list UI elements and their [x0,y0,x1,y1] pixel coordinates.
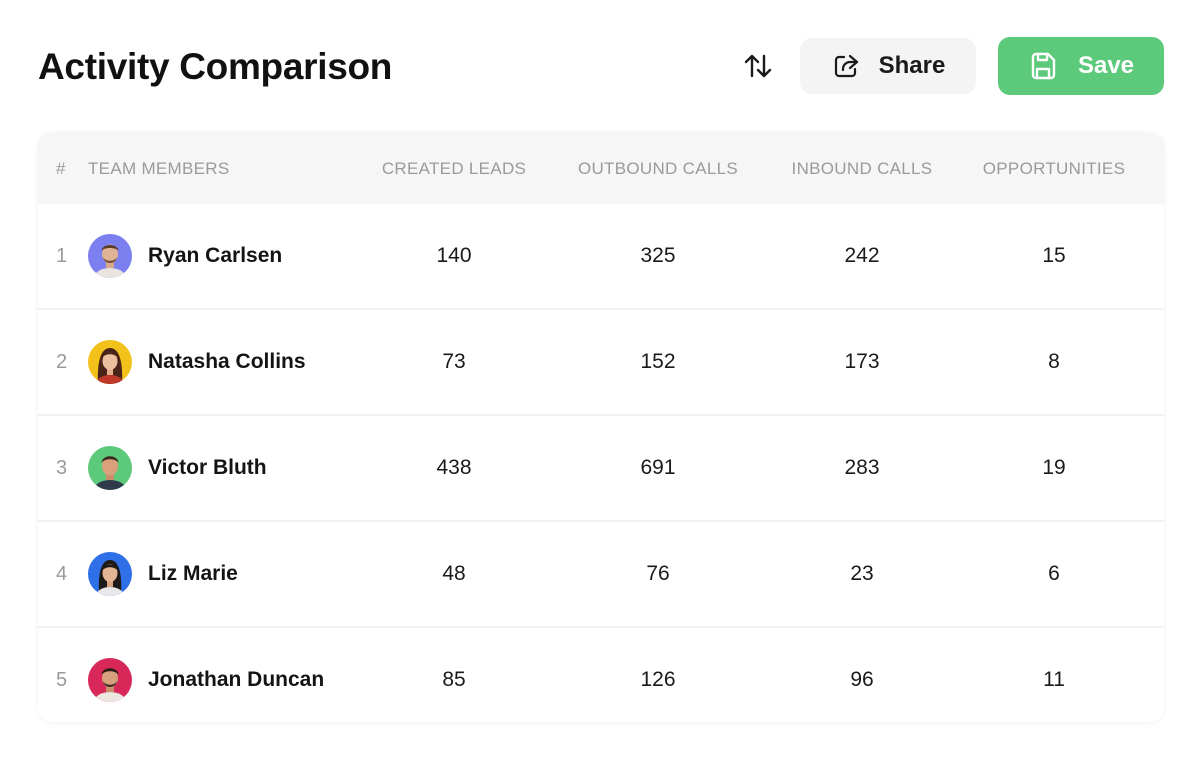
team-member-cell: Natasha Collins [88,310,368,414]
table-body: 1 Ryan Carlsen 140 [38,204,1164,722]
team-member-name: Liz Marie [148,562,238,585]
team-member-cell: Liz Marie [88,522,368,626]
table-row[interactable]: 2 Natasha Collins 73 [38,310,1164,416]
table-row[interactable]: 4 Liz Marie 48 76 [38,522,1164,628]
opportunities-value: 8 [1048,350,1060,373]
share-icon [831,51,861,81]
outbound-calls-value: 691 [640,456,676,479]
outbound-calls-value: 152 [640,350,676,373]
opportunities-value: 6 [1048,562,1060,585]
sort-button[interactable] [738,46,778,86]
avatar [88,234,132,278]
share-button[interactable]: Share [800,38,976,94]
column-header-opportunities[interactable]: OPPORTUNITIES [982,159,1126,178]
inbound-calls-value: 283 [844,456,880,479]
created-leads-value: 140 [436,244,472,267]
team-member-name: Ryan Carlsen [148,244,283,267]
team-member-name: Natasha Collins [148,350,306,373]
team-member-cell: Ryan Carlsen [88,204,368,308]
team-member-name: Victor Bluth [148,456,267,479]
created-leads-value: 73 [442,350,466,373]
column-header-inbound-calls[interactable]: INBOUND CALLS [791,159,933,178]
save-button-label: Save [1077,52,1135,79]
activity-table: # TEAM MEMBERS CREATED LEADS OUTBOUND CA… [38,132,1164,722]
inbound-calls-value: 23 [850,562,874,585]
avatar [88,340,132,384]
save-icon [1028,50,1058,82]
outbound-calls-value: 325 [640,244,676,267]
outbound-calls-value: 126 [640,668,676,691]
team-member-cell: Victor Bluth [88,416,368,520]
table-row[interactable]: 5 Jonathan Duncan 85 [38,628,1164,722]
row-rank: 4 [56,562,68,585]
opportunities-value: 15 [1042,244,1066,267]
sort-arrows-icon [742,52,774,80]
avatar [88,552,132,596]
share-button-label: Share [878,52,946,79]
row-rank: 1 [56,244,68,267]
created-leads-value: 48 [442,562,466,585]
row-rank: 2 [56,350,68,373]
row-rank: 3 [56,456,68,479]
column-header-outbound-calls[interactable]: OUTBOUND CALLS [577,159,739,178]
page-title: Activity Comparison [38,46,393,87]
avatar [88,658,132,702]
table-row[interactable]: 3 Victor Bluth 438 691 28 [38,416,1164,522]
column-header-team-members[interactable]: TEAM MEMBERS [88,159,230,178]
outbound-calls-value: 76 [646,562,670,585]
table-row[interactable]: 1 Ryan Carlsen 140 [38,204,1164,310]
team-member-name: Jonathan Duncan [148,668,325,691]
opportunities-value: 19 [1042,456,1066,479]
save-button[interactable]: Save [998,37,1164,95]
inbound-calls-value: 242 [844,244,880,267]
inbound-calls-value: 96 [850,668,874,691]
page-header: Activity Comparison Share [38,36,1164,96]
column-header-created-leads[interactable]: CREATED LEADS [381,159,527,178]
team-member-cell: Jonathan Duncan [88,628,368,722]
created-leads-value: 85 [442,668,466,691]
avatar [88,446,132,490]
created-leads-value: 438 [436,456,472,479]
table-header: # TEAM MEMBERS CREATED LEADS OUTBOUND CA… [38,132,1164,204]
inbound-calls-value: 173 [844,350,880,373]
row-rank: 5 [56,668,68,691]
opportunities-value: 11 [1043,668,1065,691]
column-header-rank[interactable]: # [56,159,66,178]
